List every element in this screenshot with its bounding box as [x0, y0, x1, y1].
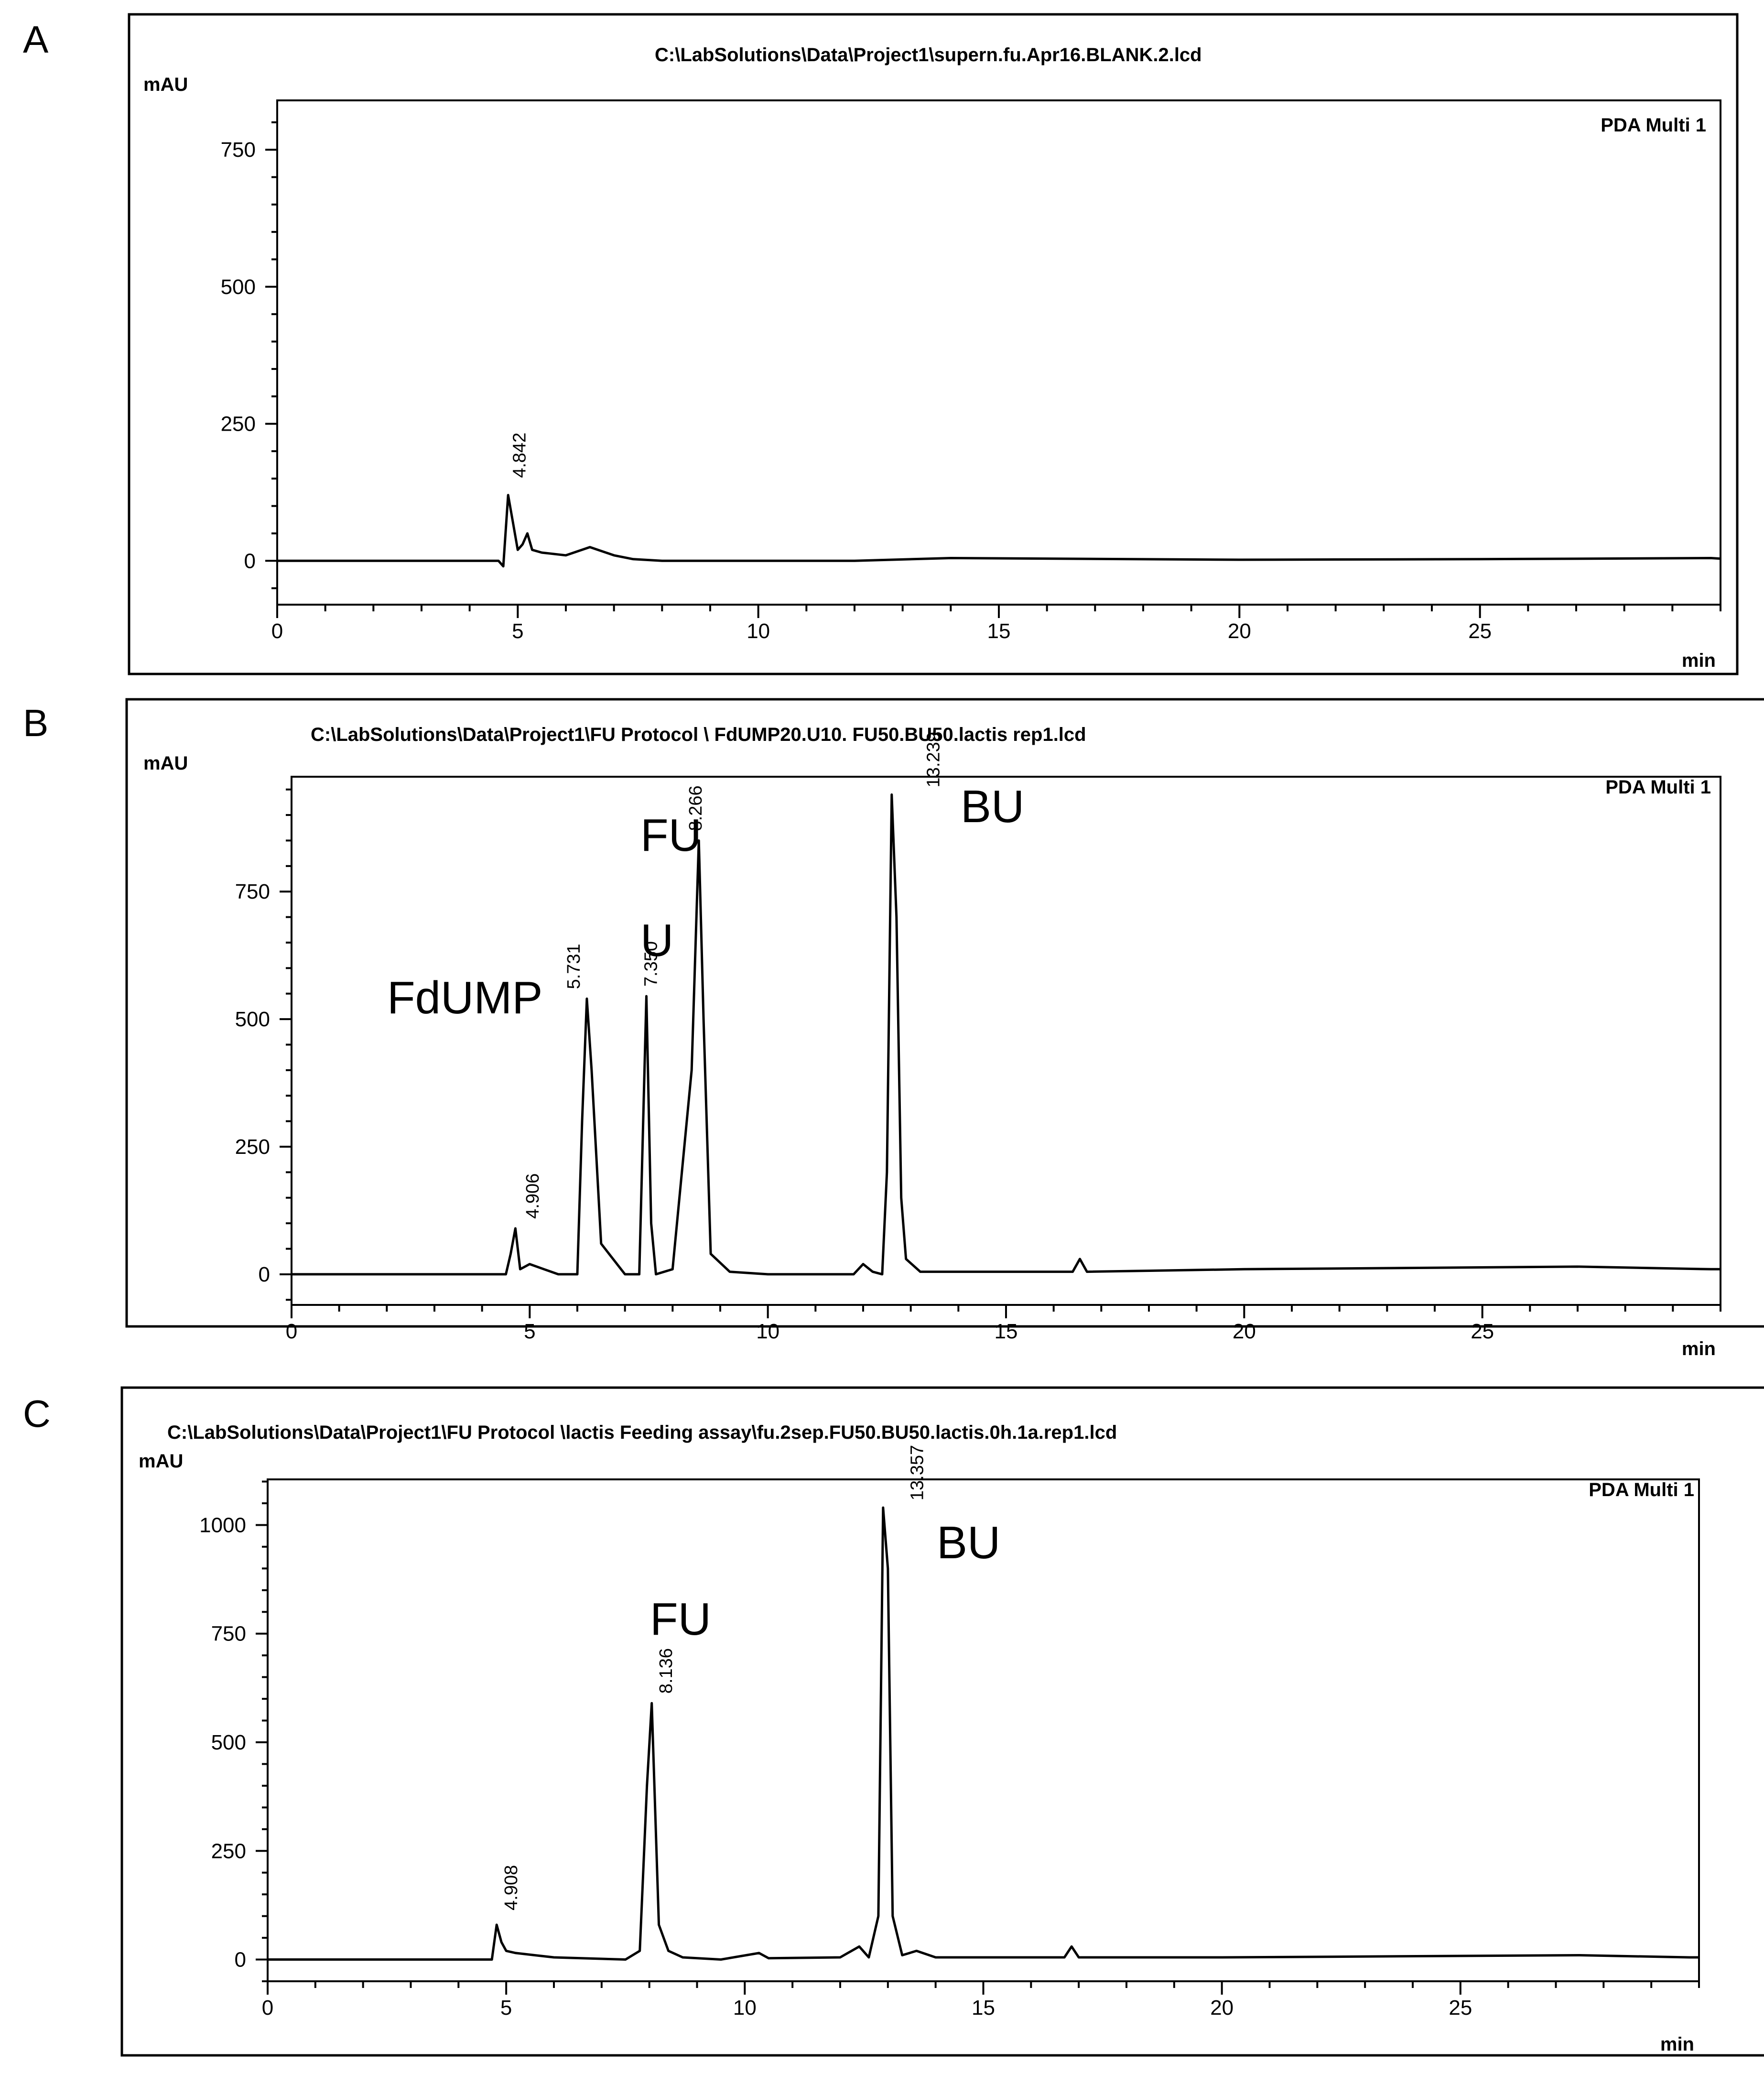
x-tick-label: 25 — [1449, 1996, 1472, 2020]
chromatogram-trace — [268, 1506, 1699, 1961]
peak-compound-label: FdUMP — [387, 972, 542, 1023]
panel-frame — [120, 1386, 1764, 2057]
file-path-title: C:\LabSolutions\Data\Project1\supern.fu.… — [655, 44, 1202, 65]
x-axis-unit-label: min — [1682, 1338, 1716, 1359]
peak-compound-label: BU — [961, 781, 1024, 832]
chromatogram-trace — [277, 494, 1721, 568]
y-tick-label: 500 — [235, 1008, 270, 1031]
y-tick-label: 250 — [235, 1135, 270, 1159]
panel-letter: B — [23, 702, 48, 744]
x-axis-unit-label: min — [1660, 2034, 1694, 2055]
chromatogram-panel-b: B C:\LabSolutions\Data\Project1\FU Protoc… — [23, 698, 1764, 1359]
detector-legend: PDA Multi 1 — [1605, 777, 1711, 798]
peak-compound-label: FU — [640, 810, 702, 861]
x-tick-label: 15 — [972, 1996, 995, 2020]
y-axis-unit-label: mAU — [139, 1451, 183, 1472]
x-tick-label: 25 — [1471, 1320, 1494, 1343]
peak-retention-time-label: 4.906 — [523, 1173, 543, 1219]
peak-retention-time-label: 8.136 — [656, 1648, 676, 1694]
peak-retention-time-label: 13.357 — [907, 1445, 927, 1500]
y-tick-label: 500 — [211, 1731, 246, 1754]
peak-retention-time-label: 4.908 — [501, 1865, 521, 1911]
y-tick-label: 750 — [211, 1622, 246, 1646]
y-axis-unit-label: mAU — [143, 753, 188, 774]
panel-frame — [125, 698, 1764, 1328]
y-tick-label: 1000 — [199, 1513, 246, 1537]
x-tick-label: 20 — [1233, 1320, 1256, 1343]
x-tick-label: 25 — [1468, 619, 1492, 643]
panel-letter: C — [23, 1392, 51, 1435]
x-tick-label: 0 — [271, 619, 283, 643]
peak-retention-time-label: 8.266 — [686, 785, 706, 831]
y-tick-label: 750 — [235, 880, 270, 903]
x-axis-unit-label: min — [1682, 650, 1716, 671]
x-tick-label: 15 — [987, 619, 1011, 643]
chromatogram-panel-a: A C:\LabSolutions\Data\Project1\supern.fu… — [23, 13, 1739, 675]
y-tick-label: 250 — [221, 413, 256, 436]
x-tick-label: 0 — [286, 1320, 297, 1343]
x-tick-label: 20 — [1228, 619, 1251, 643]
x-tick-label: 10 — [733, 1996, 757, 2020]
x-tick-label: 5 — [512, 619, 523, 643]
panel-frame — [128, 13, 1739, 675]
y-axis-unit-label: mAU — [143, 74, 188, 95]
x-tick-label: 15 — [995, 1320, 1018, 1343]
peak-compound-label: U — [640, 915, 673, 966]
plot-area — [291, 776, 1721, 1306]
x-tick-label: 0 — [262, 1996, 273, 2020]
peak-retention-time-label: 13.239 — [923, 732, 943, 787]
y-tick-label: 0 — [235, 1948, 246, 1972]
panel-letter: A — [23, 18, 49, 61]
file-path-title: C:\LabSolutions\Data\Project1\FU Protoco… — [167, 1422, 1117, 1443]
y-tick-label: 500 — [221, 275, 256, 299]
y-tick-label: 750 — [221, 138, 256, 162]
x-tick-label: 20 — [1210, 1996, 1234, 2020]
y-tick-label: 0 — [259, 1263, 270, 1286]
x-tick-label: 5 — [524, 1320, 535, 1343]
detector-legend: PDA Multi 1 — [1589, 1479, 1694, 1500]
peak-compound-label: FU — [650, 1594, 711, 1645]
chromatogram-panel-c: C C:\LabSolutions\Data\Project1\FU Protoc… — [23, 1386, 1764, 2057]
x-tick-label: 10 — [756, 1320, 779, 1343]
plot-area — [276, 99, 1721, 606]
file-path-title: C:\LabSolutions\Data\Project1\FU Protoco… — [311, 724, 1086, 745]
detector-legend: PDA Multi 1 — [1601, 115, 1706, 136]
peak-retention-time-label: 5.731 — [564, 944, 584, 989]
chromatogram-trace — [292, 793, 1721, 1276]
x-tick-label: 10 — [747, 619, 770, 643]
y-tick-label: 250 — [211, 1839, 246, 1863]
peak-retention-time-label: 4.842 — [509, 433, 530, 478]
peak-compound-label: BU — [937, 1517, 1000, 1568]
peak-retention-time-label: 7.350 — [641, 941, 661, 987]
y-tick-label: 0 — [244, 549, 256, 573]
x-tick-label: 5 — [500, 1996, 512, 2020]
